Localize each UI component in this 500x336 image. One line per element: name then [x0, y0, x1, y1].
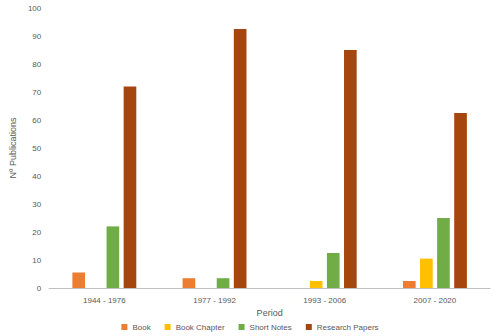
svg-text:Book: Book — [132, 323, 151, 332]
svg-text:80: 80 — [32, 60, 41, 69]
svg-text:60: 60 — [32, 116, 41, 125]
svg-text:Research Papers: Research Papers — [317, 323, 379, 332]
svg-text:10: 10 — [32, 256, 41, 265]
svg-text:100: 100 — [28, 4, 42, 13]
svg-text:Period: Period — [257, 308, 283, 318]
svg-text:2007 - 2020: 2007 - 2020 — [414, 296, 457, 305]
svg-text:40: 40 — [32, 172, 41, 181]
svg-text:Book Chapter: Book Chapter — [176, 323, 225, 332]
svg-text:1993 - 2006: 1993 - 2006 — [303, 296, 346, 305]
svg-text:90: 90 — [32, 32, 41, 41]
svg-text:1944 - 1976: 1944 - 1976 — [83, 296, 126, 305]
svg-text:Nº Publications: Nº Publications — [8, 117, 18, 178]
svg-text:1977 - 1992: 1977 - 1992 — [193, 296, 236, 305]
svg-text:30: 30 — [32, 200, 41, 209]
svg-text:Short Notes: Short Notes — [250, 323, 292, 332]
svg-text:0: 0 — [37, 284, 42, 293]
svg-text:70: 70 — [32, 88, 41, 97]
svg-text:50: 50 — [32, 144, 41, 153]
svg-text:20: 20 — [32, 228, 41, 237]
